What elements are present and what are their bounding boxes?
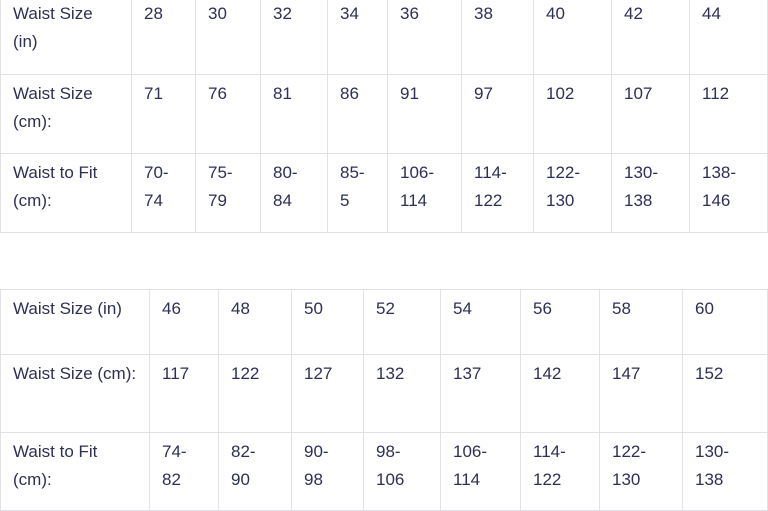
table-cell: 34 [327,0,388,75]
table-cell: 81 [260,74,328,154]
table-cell: 52 [363,289,441,355]
table-cell: 82- 90 [218,432,292,511]
row-label: Waist to Fit (cm): [0,153,132,233]
table-cell: 152 [682,354,768,433]
table-cell: 50 [291,289,364,355]
table-cell: 30 [195,0,261,75]
row-label: Waist Size (in) [0,289,150,355]
table-cell: 138- 146 [689,153,768,233]
table-cell: 137 [440,354,521,433]
table-cell: 112 [689,74,768,154]
table-cell: 58 [599,289,683,355]
table-cell: 85- 5 [327,153,388,233]
table-cell: 71 [131,74,196,154]
waist-size-table-1: Waist Size (in) 28 30 32 34 36 38 40 42 44 Waist S… [0,0,768,233]
table-cell: 122- 130 [599,432,683,511]
table-cell: 147 [599,354,683,433]
table-cell: 102 [533,74,612,154]
table-cell: 48 [218,289,292,355]
table-cell: 130- 138 [611,153,690,233]
table-cell: 38 [461,0,534,75]
table-cell: 117 [149,354,219,433]
row-label: Waist Size (cm): [0,354,150,433]
row-label: Waist to Fit (cm): [0,432,150,511]
table-row: Waist to Fit (cm): 70- 74 75- 79 80- 84 85- 5 106… [0,153,768,233]
row-label: Waist Size (in) [0,0,132,75]
table-cell: 106- 114 [387,153,462,233]
table-cell: 142 [520,354,600,433]
table-cell: 80- 84 [260,153,328,233]
table-cell: 98- 106 [363,432,441,511]
table-cell: 106- 114 [440,432,521,511]
table-cell: 107 [611,74,690,154]
table-row: Waist Size (in) 28 30 32 34 36 38 40 42 44 [0,0,768,75]
table-cell: 46 [149,289,219,355]
table-cell: 75- 79 [195,153,261,233]
table-cell: 44 [689,0,768,75]
table-cell: 60 [682,289,768,355]
table-cell: 54 [440,289,521,355]
table-cell: 74- 82 [149,432,219,511]
table-cell: 70- 74 [131,153,196,233]
table-cell: 114- 122 [461,153,534,233]
table-cell: 32 [260,0,328,75]
table-cell: 40 [533,0,612,75]
table-row: Waist to Fit (cm): 74- 82 82- 90 90- 98 98- 106 1… [0,432,768,511]
table-cell: 97 [461,74,534,154]
table-cell: 122 [218,354,292,433]
table-cell: 114- 122 [520,432,600,511]
table-row: Waist Size (cm): 117 122 127 132 137 142 147 152 [0,354,768,433]
table-cell: 76 [195,74,261,154]
table-cell: 91 [387,74,462,154]
waist-size-table-2: Waist Size (in) 46 48 50 52 54 56 58 60 Waist Siz… [0,289,768,511]
table-cell: 86 [327,74,388,154]
table-cell: 127 [291,354,364,433]
table-cell: 42 [611,0,690,75]
table-cell: 90- 98 [291,432,364,511]
table-cell: 122- 130 [533,153,612,233]
table-cell: 36 [387,0,462,75]
table-row: Waist Size (cm): 71 76 81 86 91 97 102 107 112 [0,74,768,154]
row-label: Waist Size (cm): [0,74,132,154]
table-row: Waist Size (in) 46 48 50 52 54 56 58 60 [0,289,768,355]
table-cell: 56 [520,289,600,355]
table-cell: 28 [131,0,196,75]
table-cell: 132 [363,354,441,433]
table-cell: 130- 138 [682,432,768,511]
